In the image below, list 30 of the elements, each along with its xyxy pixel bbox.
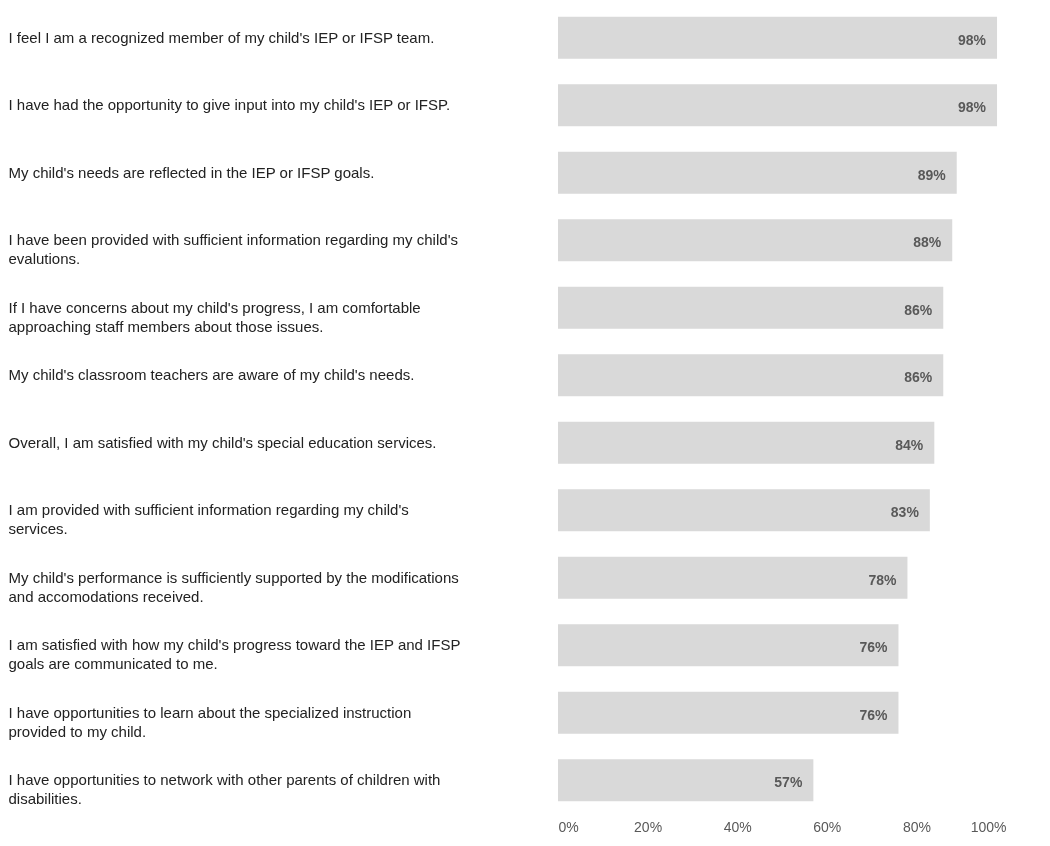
x-tick-label: 20% — [634, 818, 663, 835]
x-tick-label: 80% — [902, 818, 931, 835]
data-label: 86% — [904, 301, 933, 318]
y-tick-label: My child's classroom teachers are aware of my child's needs. — [8, 366, 415, 384]
data-label: 86% — [904, 369, 933, 386]
y-tick-label: I am satisfied with how my child's progress toward the IEP and IFSP goals are communicated to me. — [8, 636, 461, 673]
y-tick-label: Overall, I am satisfied with my child's special education services. — [8, 433, 437, 451]
x-tick-label: 40% — [723, 818, 752, 835]
data-label: 88% — [913, 234, 942, 251]
y-tick-label: I feel I am a recognized member of my child's IEP or IFSP team. — [8, 28, 435, 46]
y-tick-label: If I have concerns about my child's progress, I am comfortable approaching staff members about those issues. — [8, 298, 421, 335]
data-label: 76% — [859, 639, 889, 656]
data-label: 98% — [958, 31, 987, 48]
data-label: 83% — [890, 504, 920, 521]
data-label: 76% — [859, 706, 889, 723]
x-tick-label: 100% — [970, 818, 1007, 835]
y-tick-label: I have opportunities to network with other parents of children with disabilities. — [8, 771, 441, 808]
data-label: 84% — [895, 436, 924, 453]
data-label: 89% — [917, 166, 947, 183]
y-tick-label: My child's needs are reflected in the IEP or IFSP goals. — [8, 163, 375, 181]
y-tick-label: I am provided with sufficient information regarding my child's services. — [8, 501, 409, 538]
y-tick-label: I have had the opportunity to give input into my child's IEP or IFSP. — [8, 96, 451, 114]
y-tick-label: I have opportunities to learn about the specialized instruction provided to my child. — [8, 703, 412, 740]
data-label: 78% — [868, 571, 897, 588]
y-tick-label: I have been provided with sufficient information regarding my child's evalutions. — [8, 231, 458, 268]
x-tick-label: 0% — [558, 818, 579, 835]
x-tick-label: 60% — [813, 818, 842, 835]
data-label: 57% — [774, 774, 803, 791]
data-label: 98% — [958, 99, 987, 116]
y-tick-label: My child's performance is sufficiently supported by the modifications and accomodations received. — [8, 568, 459, 605]
